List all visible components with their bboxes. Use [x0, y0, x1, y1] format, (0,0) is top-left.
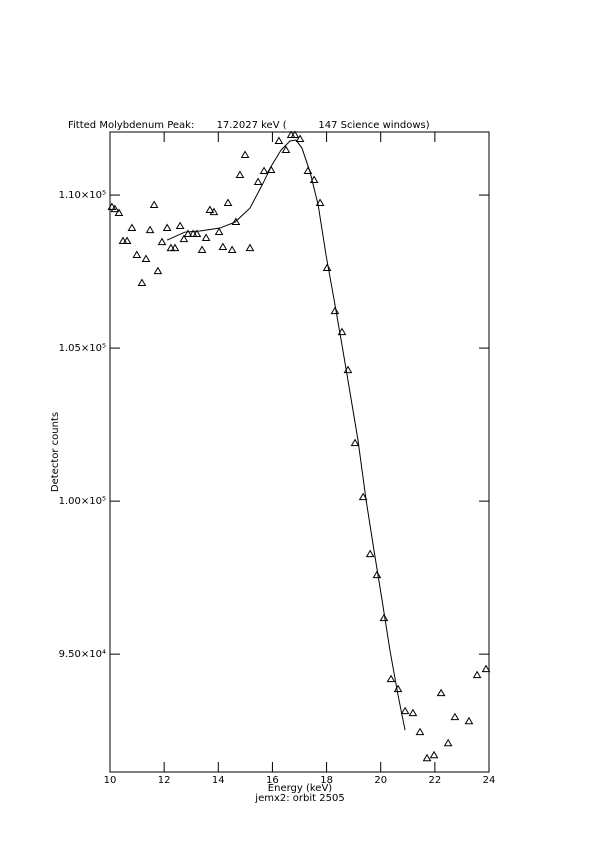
data-point — [386, 674, 396, 683]
y-tick-label: 1.00×10⁵ — [59, 496, 106, 507]
data-point — [122, 236, 132, 245]
data-point — [379, 613, 389, 622]
data-point — [253, 177, 263, 186]
data-point — [295, 134, 305, 143]
data-point — [259, 166, 269, 175]
y-tick-label: 1.10×10⁵ — [59, 190, 106, 201]
data-point — [162, 223, 172, 232]
data-point — [218, 242, 228, 251]
data-point — [443, 738, 453, 747]
data-point — [153, 266, 163, 275]
data-point — [422, 753, 432, 762]
data-point — [179, 234, 189, 243]
data-point — [175, 221, 185, 230]
x-tick-label: 16 — [266, 775, 279, 786]
data-point — [110, 204, 120, 213]
data-point — [290, 130, 300, 139]
data-point — [127, 223, 137, 232]
data-point — [400, 706, 410, 715]
x-axis-label: Energy (keV) — [268, 783, 333, 794]
data-point — [132, 250, 142, 259]
y-axis-label: Detector counts — [50, 412, 61, 492]
data-point — [214, 227, 224, 236]
x-tick-label: 14 — [212, 775, 225, 786]
x-tick-label: 18 — [320, 775, 333, 786]
x-tick-label: 20 — [374, 775, 387, 786]
y-tick-label: 1.05×10⁵ — [59, 343, 106, 354]
data-point — [137, 278, 147, 287]
data-point — [365, 549, 375, 558]
data-point — [245, 243, 255, 252]
data-point — [436, 688, 446, 697]
data-point — [281, 145, 291, 154]
data-point — [240, 150, 250, 159]
x-tick-label: 12 — [158, 775, 171, 786]
data-point — [223, 198, 233, 207]
data-point — [231, 217, 241, 226]
data-point — [429, 750, 439, 759]
data-point — [149, 200, 159, 209]
x-tick-label: 10 — [104, 775, 117, 786]
data-point — [330, 306, 340, 315]
data-point — [393, 684, 403, 693]
data-point — [464, 716, 474, 725]
y-tick-label: 9.50×10⁴ — [59, 649, 106, 660]
data-point — [157, 237, 167, 246]
data-point — [227, 245, 237, 254]
data-point — [350, 438, 360, 447]
data-point — [183, 229, 193, 238]
x-tick-label: 22 — [428, 775, 441, 786]
data-point — [481, 664, 491, 673]
subtitle: jemx2: orbit 2505 — [254, 793, 344, 804]
data-point — [408, 708, 418, 717]
data-point — [337, 327, 347, 336]
data-point — [205, 205, 215, 214]
data-point — [201, 233, 211, 242]
data-point — [141, 254, 151, 263]
x-tick-label: 24 — [483, 775, 496, 786]
data-point — [450, 712, 460, 721]
data-point — [315, 198, 325, 207]
data-point — [107, 202, 117, 211]
data-point — [322, 263, 332, 272]
data-point — [170, 243, 180, 252]
data-point — [197, 245, 207, 254]
data-point — [235, 170, 245, 179]
data-point — [209, 207, 219, 216]
data-point — [145, 225, 155, 234]
plot-frame — [109, 131, 490, 773]
data-point — [472, 670, 482, 679]
data-point — [372, 570, 382, 579]
fit-line — [166, 139, 406, 731]
data-point — [358, 492, 368, 501]
data-point — [192, 229, 202, 238]
data-point — [274, 136, 284, 145]
data-point — [415, 727, 425, 736]
data-point — [114, 208, 124, 217]
chart-title: Fitted Molybdenum Peak: 17.2027 keV ( 14… — [68, 120, 430, 131]
